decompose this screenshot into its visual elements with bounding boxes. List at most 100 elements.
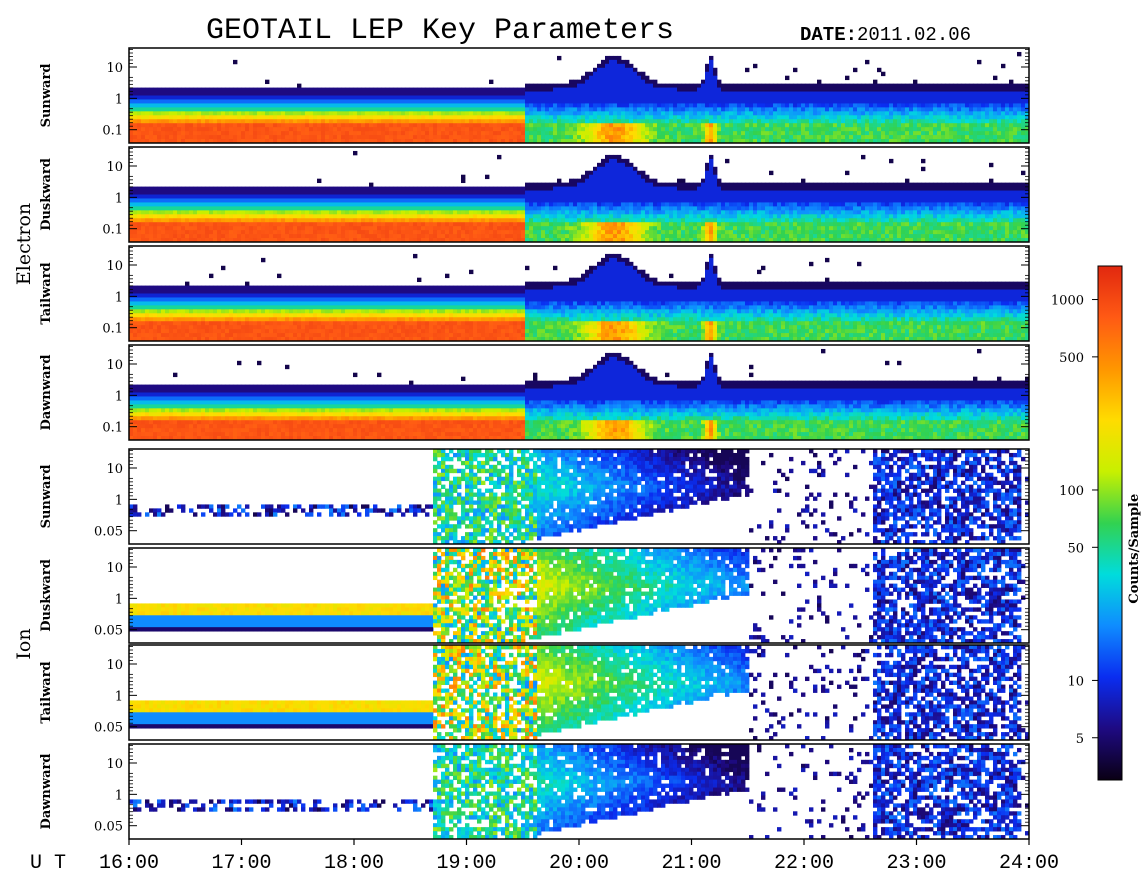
spectrogram-cell: [437, 190, 442, 195]
spectrogram-cell: [181, 135, 186, 140]
spectrogram-cell: [613, 79, 618, 85]
spectrogram-cell: [1025, 87, 1030, 92]
spectrogram-cell: [321, 230, 326, 235]
spectrogram-cell: [809, 131, 814, 136]
spectrogram-cell: [145, 127, 150, 132]
spectrogram-cell: [445, 119, 450, 124]
spectrogram-cell: [301, 234, 306, 239]
spectrogram-cell: [149, 87, 154, 92]
spectrogram-cell: [905, 91, 910, 96]
spectrogram-cell: [469, 107, 474, 112]
spectrogram-cell: [1021, 119, 1026, 124]
spectrogram-cell: [513, 226, 518, 231]
spectrogram-cell: [449, 111, 454, 116]
spectrogram-cell: [465, 95, 470, 100]
spectrogram-cell: [593, 95, 598, 100]
spectrogram-cell: [525, 194, 530, 199]
spectrogram-cell: [209, 135, 214, 140]
spectrogram-cell: [469, 91, 474, 96]
spectrogram-cell: [725, 87, 730, 92]
spectrogram-cell: [789, 123, 794, 128]
spectrogram-cell: [745, 107, 750, 112]
spectrogram-cell: [541, 107, 546, 112]
spectrogram-cell: [561, 87, 566, 92]
spectrogram-cell: [465, 238, 470, 243]
spectrogram-cell: [413, 91, 418, 96]
spectrogram-cell: [261, 91, 266, 96]
spectrogram-cell: [389, 194, 394, 199]
spectrogram-cell: [337, 95, 342, 100]
spectrogram-cell: [281, 119, 286, 124]
spectrogram-cell: [689, 107, 694, 112]
spectrogram-cell: [301, 230, 306, 235]
spectrogram-cell: [681, 115, 686, 120]
spectrogram-cell: [817, 83, 822, 88]
spectrogram-cell: [293, 115, 298, 120]
spectrogram-cell: [249, 135, 254, 140]
spectrogram-cell: [393, 111, 398, 116]
spectrogram-cell: [281, 238, 286, 243]
spectrogram-cell: [929, 135, 934, 140]
spectrogram-cell: [221, 206, 226, 211]
spectrogram-cell: [885, 123, 890, 128]
spectrogram-cell: [889, 135, 894, 140]
spectrogram-cell: [605, 59, 610, 65]
spectrogram-cell: [617, 135, 622, 140]
spectrogram-cell: [397, 123, 402, 128]
spectrogram-cell: [665, 95, 670, 100]
spectrogram-cell: [341, 103, 346, 108]
spectrogram-cell: [301, 119, 306, 124]
spectrogram-cell: [161, 107, 166, 112]
spectrogram-cell: [305, 226, 310, 231]
spectrogram-cell: [917, 131, 922, 136]
spectrogram-cell: [485, 218, 490, 223]
spectrogram-cell: [717, 103, 722, 108]
spectrogram-cell: [493, 107, 498, 112]
spectrogram-cell: [745, 127, 750, 132]
spectrogram-cell: [301, 91, 306, 96]
spectrogram-cell: [349, 194, 354, 199]
spectrogram-cell: [361, 87, 366, 92]
spectrogram-cell: [153, 194, 158, 199]
spectrogram-cell: [589, 127, 594, 132]
spectrogram-cell: [265, 79, 270, 85]
spectrogram-cell: [241, 202, 246, 207]
spectrogram-cell: [409, 91, 414, 96]
spectrogram-cell: [297, 115, 302, 120]
spectrogram-cell: [533, 230, 538, 235]
spectrogram-cell: [165, 87, 170, 92]
spectrogram-cell: [477, 206, 482, 211]
spectrogram-cell: [765, 139, 770, 144]
spectrogram-cell: [513, 91, 518, 96]
spectrogram-cell: [253, 230, 258, 235]
spectrogram-cell: [949, 83, 954, 88]
spectrogram-cell: [389, 103, 394, 108]
spectrogram-cell: [749, 131, 754, 136]
spectrogram-cell: [193, 119, 198, 124]
spectrogram-cell: [557, 111, 562, 116]
spectrogram-cell: [841, 123, 846, 128]
spectrogram-cell: [481, 206, 486, 211]
spectrogram-cell: [489, 95, 494, 100]
spectrogram-cell: [365, 99, 370, 104]
spectrogram-cell: [277, 186, 282, 191]
spectrogram-cell: [333, 111, 338, 116]
spectrogram-cell: [413, 230, 418, 235]
spectrogram-cell: [425, 131, 430, 136]
spectrogram-cell: [545, 131, 550, 136]
spectrogram-cell: [977, 95, 982, 100]
spectrogram-cell: [601, 79, 606, 85]
spectrogram-cell: [897, 135, 902, 140]
spectrogram-cell: [397, 230, 402, 235]
spectrogram-cell: [833, 91, 838, 96]
spectrogram-cell: [949, 123, 954, 128]
spectrogram-cell: [997, 87, 1002, 92]
spectrogram-cell: [605, 87, 610, 92]
spectrogram-cell: [157, 214, 162, 219]
spectrogram-cell: [741, 91, 746, 96]
spectrogram-cell: [281, 226, 286, 231]
spectrogram-cell: [497, 186, 502, 191]
spectrogram-cell: [541, 202, 546, 207]
spectrogram-cell: [605, 139, 610, 144]
spectrogram-cell: [741, 123, 746, 128]
